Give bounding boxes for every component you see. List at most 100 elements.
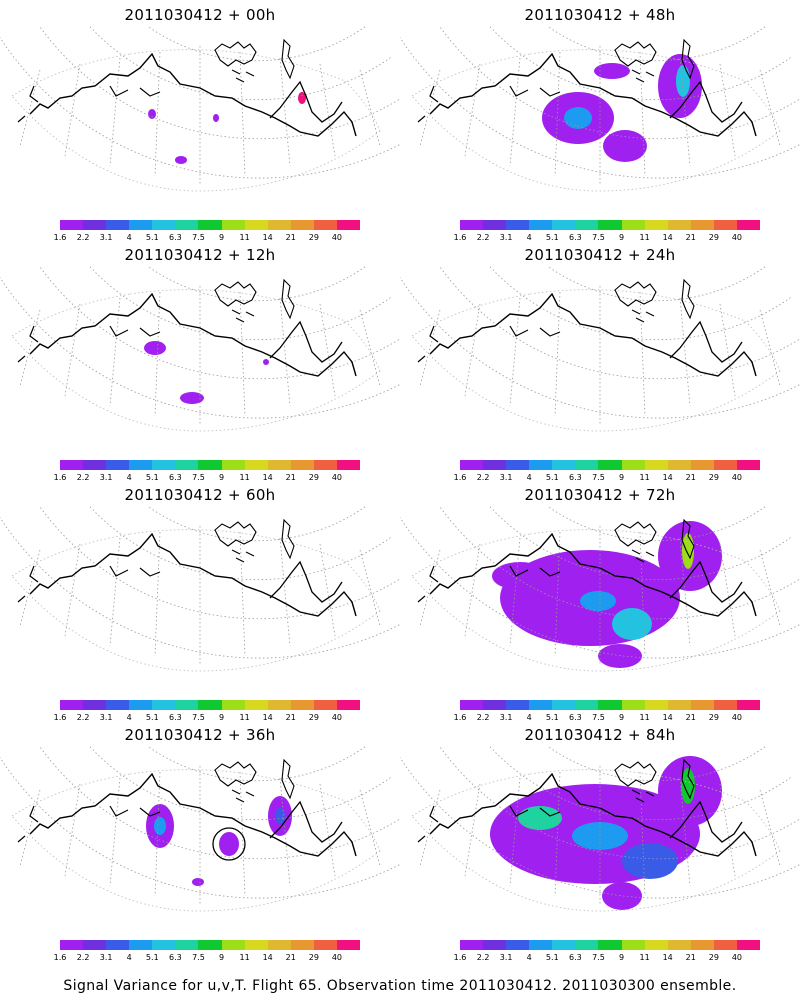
colorbar-segment xyxy=(129,220,153,230)
polar-map xyxy=(0,746,400,912)
colorbar-segment xyxy=(198,220,222,230)
colorbar-tick-label: 7.5 xyxy=(192,953,205,962)
colorbar-segment xyxy=(175,700,199,710)
coastline xyxy=(417,85,561,123)
colorbar-tick-label: 3.1 xyxy=(99,953,113,962)
coastline xyxy=(669,800,743,843)
map-boundary xyxy=(11,289,381,432)
colorbar-segment xyxy=(313,460,337,470)
latitude-line xyxy=(146,746,367,782)
colorbar-tick-label: 2.2 xyxy=(476,953,490,962)
longitude-line xyxy=(19,69,41,147)
coastline xyxy=(281,38,295,80)
colorbar-segment xyxy=(129,700,153,710)
arctic-islands xyxy=(614,281,657,323)
latitude-line xyxy=(546,26,767,62)
colorbar-tick-label: 2.2 xyxy=(476,233,490,242)
latitude-line xyxy=(438,26,800,140)
colorbar-tick-label: 14 xyxy=(662,473,673,482)
variance-contour xyxy=(213,114,219,122)
colorbar-tick-label: 4 xyxy=(526,473,532,482)
colorbar-segment xyxy=(198,700,222,710)
colorbar-tick-label: 2.2 xyxy=(476,713,490,722)
map-panel: 2011030412 + 48h 1.6 2.2 3.1 4 5.1 6.3 7.5 9 11 14… xyxy=(400,0,800,242)
colorbar-segment xyxy=(575,460,599,470)
colorbar-tick-label: 2.2 xyxy=(76,953,90,962)
coastline xyxy=(681,758,695,800)
coastline xyxy=(681,38,695,80)
colorbar-tick-label: 5.1 xyxy=(145,953,159,962)
colorbar-tick-label: 11 xyxy=(639,713,650,722)
colorbar-segment xyxy=(313,700,337,710)
map-panel: 2011030412 + 72h 1.6 2.2 3.1 4 5.1 6.3 7.5 9 11 14… xyxy=(400,480,800,722)
colorbar-tick-label: 29 xyxy=(708,233,719,242)
coastline xyxy=(29,532,357,617)
colorbar-segment xyxy=(460,460,484,470)
variance-contour xyxy=(603,130,647,162)
colorbar-tick-label: 40 xyxy=(731,473,743,482)
map-panel: 2011030412 + 00h 1.6 2.2 3.1 4 5.1 6.3 7.5 9 11 14… xyxy=(0,0,400,242)
colorbar-tick-label: 7.5 xyxy=(192,233,205,242)
colorbar-segment xyxy=(736,700,761,710)
colorbar xyxy=(460,460,761,470)
polar-map xyxy=(400,746,800,912)
colorbar-tick-label: 14 xyxy=(662,233,673,242)
latitude-line xyxy=(146,266,367,302)
coastline xyxy=(429,532,757,617)
colorbar xyxy=(60,940,361,950)
longitude-line xyxy=(19,549,41,627)
colorbar-tick-label: 9 xyxy=(218,713,225,722)
colorbar-segment xyxy=(483,460,507,470)
colorbar-segment xyxy=(267,700,291,710)
map-boundary xyxy=(411,49,781,192)
colorbar-segment xyxy=(667,220,691,230)
colorbar-segment xyxy=(83,940,107,950)
colorbar-tick-label: 9 xyxy=(218,233,225,242)
longitude-line xyxy=(719,63,736,157)
colorbar-segment xyxy=(529,460,553,470)
colorbar xyxy=(460,220,761,230)
colorbar-segment xyxy=(529,700,553,710)
map-boundary xyxy=(11,49,381,192)
latitude-line xyxy=(146,26,367,62)
colorbar-segment xyxy=(621,220,645,230)
map-boundary xyxy=(11,529,381,672)
colorbar-tick-label: 9 xyxy=(618,713,625,722)
colorbar-tick-label: 21 xyxy=(285,473,296,482)
colorbar-segment xyxy=(575,700,599,710)
colorbar-tick-label: 21 xyxy=(685,473,696,482)
colorbar-tick-label: 11 xyxy=(639,473,650,482)
coastline xyxy=(681,278,695,320)
colorbar-segment xyxy=(621,940,645,950)
colorbar-tick-label: 40 xyxy=(331,473,343,482)
coastline xyxy=(669,560,743,603)
colorbar-labels: 1.6 2.2 3.1 4 5.1 6.3 7.5 9 11 14 21 29 40 xyxy=(54,473,360,483)
longitude-line xyxy=(419,549,441,627)
variance-contour xyxy=(175,156,187,164)
colorbar-tick-label: 3.1 xyxy=(99,713,113,722)
colorbar-segment xyxy=(713,220,737,230)
colorbar-tick-label: 9 xyxy=(218,953,225,962)
colorbar-segment xyxy=(460,940,484,950)
colorbar-segment xyxy=(667,460,691,470)
latitude-line xyxy=(488,26,792,100)
colorbar-segment xyxy=(506,700,530,710)
colorbar-segment xyxy=(483,220,507,230)
colorbar-segment xyxy=(552,460,576,470)
colorbar-segment xyxy=(690,460,714,470)
longitude-line xyxy=(719,783,736,877)
longitude-line xyxy=(239,771,246,897)
colorbar-tick-label: 4 xyxy=(126,953,132,962)
colorbar-segment xyxy=(106,940,130,950)
longitude-line xyxy=(154,771,161,897)
variance-contour xyxy=(572,822,628,850)
colorbar-tick-label: 21 xyxy=(285,953,296,962)
arctic-islands xyxy=(614,41,657,83)
colorbar-tick-label: 6.3 xyxy=(169,233,182,242)
colorbar-tick-label: 5.1 xyxy=(145,713,159,722)
colorbar-tick-label: 5.1 xyxy=(145,473,159,482)
colorbar-tick-label: 3.1 xyxy=(499,473,513,482)
colorbar-tick-label: 4 xyxy=(526,233,532,242)
longitude-line xyxy=(319,63,336,157)
colorbar-tick-label: 21 xyxy=(685,953,696,962)
